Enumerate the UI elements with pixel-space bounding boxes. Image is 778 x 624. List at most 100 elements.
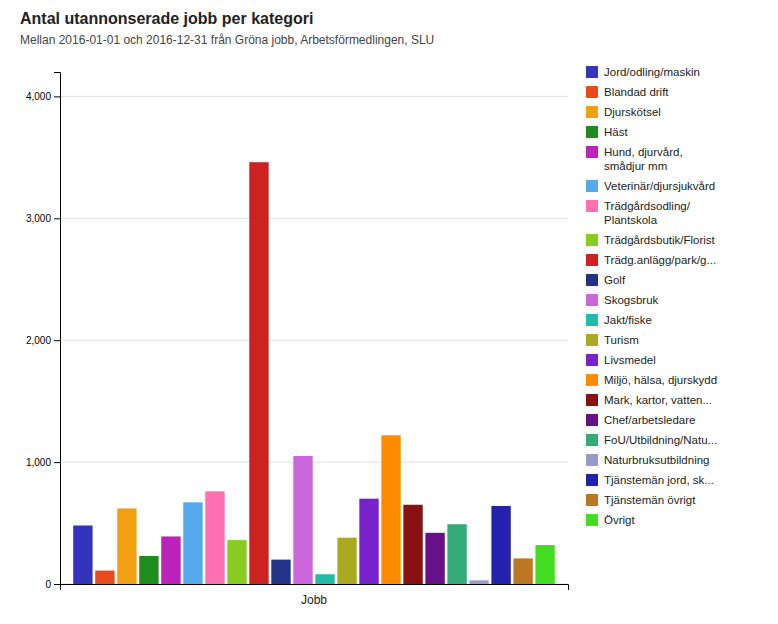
bar (183, 502, 202, 584)
y-tick-label: 4,000 (26, 91, 51, 102)
legend-item: Turism (586, 334, 639, 346)
y-tick-mark (54, 218, 60, 219)
y-tick-label: 0 (45, 579, 51, 590)
bar (425, 533, 444, 584)
legend-item: Skogsbruk (586, 294, 659, 306)
legend-item: Hund, djurvård,smådjur mm (586, 146, 683, 172)
legend-label: Övrigt (604, 514, 635, 526)
bar (381, 435, 400, 584)
legend-item: Golf (586, 274, 626, 286)
bar (95, 571, 114, 584)
legend-swatch (586, 354, 598, 366)
legend-item: Jakt/fiske (586, 314, 652, 326)
legend-item: Jord/odling/maskin (586, 66, 700, 78)
y-tick-label: 3,000 (26, 213, 51, 224)
legend-swatch (586, 394, 598, 406)
legend-label: Tjänstemän jord, sk... (604, 474, 714, 486)
legend: Jord/odling/maskin Blandad drift Djursköts… (586, 66, 717, 526)
legend-label: Miljö, hälsa, djurskydd (604, 374, 717, 386)
bar (73, 525, 92, 584)
legend-swatch (586, 414, 598, 426)
y-tick: 4,000 (26, 91, 60, 102)
legend-item: Häst (586, 126, 628, 138)
legend-label: Jord/odling/maskin (604, 66, 700, 78)
x-axis-line (61, 585, 569, 591)
legend-swatch (586, 494, 598, 506)
legend-item: Tjänstemän övrigt (586, 494, 696, 506)
legend-swatch (586, 374, 598, 386)
legend-item: Trädgårdsbutik/Florist (586, 234, 716, 246)
grid-line (60, 340, 568, 341)
y-axis: 0 1,000 2,000 3,000 4,000 (26, 73, 61, 590)
bar (205, 491, 224, 584)
bar (161, 536, 180, 584)
legend-label: Turism (604, 334, 639, 346)
y-tick-mark (54, 462, 60, 463)
legend-item: Miljö, hälsa, djurskydd (586, 374, 717, 386)
legend-label: Naturbruksutbildning (604, 454, 709, 466)
title: Antal utannonserade jobb per kategori (20, 10, 313, 27)
y-tick-mark (54, 340, 60, 341)
legend-swatch (586, 434, 598, 446)
grid-line (60, 218, 568, 219)
legend-label: FoU/Utbildning/Natu... (604, 434, 717, 446)
subtitle: Mellan 2016-01-01 och 2016-12-31 från Gr… (20, 33, 434, 47)
bar (249, 162, 268, 584)
chart: Antal utannonserade jobb per kategori Mel… (0, 0, 778, 624)
y-axis-line (54, 73, 61, 585)
legend-swatch (586, 86, 598, 98)
bar (337, 538, 356, 584)
legend-label: Trädg.anlägg/park/g... (604, 254, 716, 266)
legend-item: Trädg.anlägg/park/g... (586, 254, 716, 266)
bar (469, 580, 488, 584)
legend-swatch (586, 274, 598, 286)
legend-swatch (586, 180, 598, 192)
legend-swatch (586, 314, 598, 326)
x-tick-label: Jobb (301, 593, 327, 607)
bar (535, 545, 554, 584)
bar (315, 574, 334, 584)
legend-label: Trädgårdsodling/Plantskola (604, 200, 691, 226)
y-tick-label: 2,000 (26, 335, 51, 346)
legend-swatch (586, 146, 598, 158)
legend-swatch (586, 66, 598, 78)
legend-swatch (586, 234, 598, 246)
legend-label: Livsmedel (604, 354, 656, 366)
bar (293, 456, 312, 584)
bar (403, 505, 422, 584)
bar (117, 508, 136, 584)
y-tick-mark (54, 584, 60, 585)
legend-swatch (586, 474, 598, 486)
legend-item: Djurskötsel (586, 106, 661, 118)
legend-item: Veterinär/djursjukvård (586, 180, 715, 192)
legend-swatch (586, 254, 598, 266)
bar (513, 558, 532, 584)
legend-label: Mark, kartor, vatten... (604, 394, 712, 406)
y-tick: 2,000 (26, 335, 60, 346)
bar (271, 560, 290, 584)
legend-swatch (586, 294, 598, 306)
plot: 0 1,000 2,000 3,000 4,000 Jobb (26, 73, 569, 608)
bar (447, 524, 466, 584)
legend-swatch (586, 106, 598, 118)
legend-swatch (586, 126, 598, 138)
bar (139, 556, 158, 584)
legend-label: Blandad drift (604, 86, 669, 98)
legend-swatch (586, 454, 598, 466)
legend-item: Naturbruksutbildning (586, 454, 709, 466)
bar (227, 540, 246, 584)
x-axis: Jobb (61, 585, 569, 608)
legend-item: Blandad drift (586, 86, 669, 98)
legend-label: Häst (604, 126, 628, 138)
y-tick-label: 1,000 (26, 457, 51, 468)
legend-label: Jakt/fiske (604, 314, 652, 326)
legend-swatch (586, 334, 598, 346)
grid-line (60, 462, 568, 463)
y-tick: 0 (45, 579, 60, 590)
bar (491, 506, 510, 584)
legend-item: Chef/arbetsledare (586, 414, 695, 426)
legend-label: Chef/arbetsledare (604, 414, 695, 426)
legend-item: Livsmedel (586, 354, 656, 366)
legend-item: Övrigt (586, 514, 635, 526)
legend-item: Tjänstemän jord, sk... (586, 474, 714, 486)
